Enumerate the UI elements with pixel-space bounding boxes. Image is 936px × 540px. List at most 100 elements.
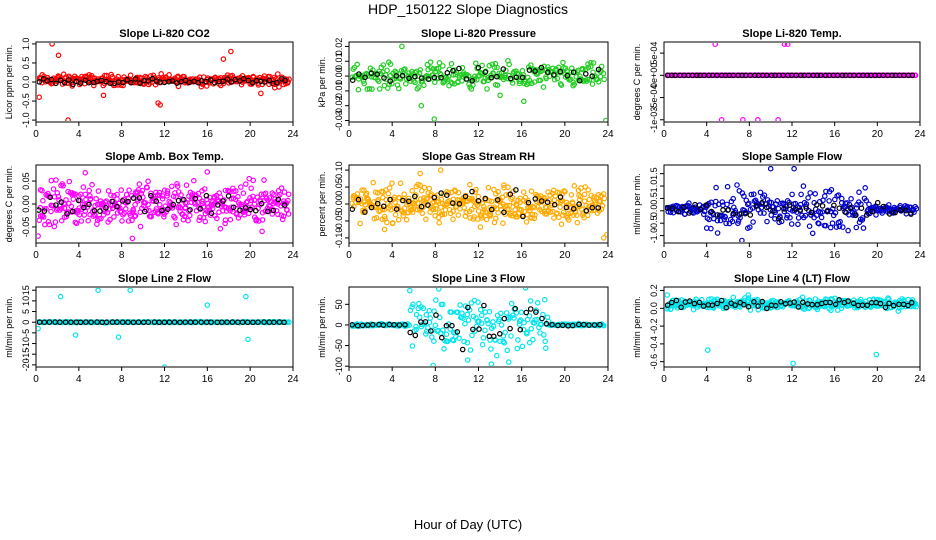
data-point bbox=[77, 319, 84, 326]
data-point bbox=[494, 82, 501, 89]
x-tick-label: 24 bbox=[287, 250, 299, 261]
data-point bbox=[86, 187, 93, 194]
data-point bbox=[494, 73, 500, 80]
y-tick-label: -0.6 bbox=[649, 354, 659, 370]
y-axis-label: ml/min per min. bbox=[317, 296, 327, 358]
data-point bbox=[436, 59, 443, 66]
data-point bbox=[722, 214, 729, 220]
data-point bbox=[387, 196, 393, 203]
data-point bbox=[792, 200, 799, 207]
outlier-point bbox=[603, 117, 607, 121]
data-point bbox=[196, 217, 202, 224]
data-point bbox=[187, 207, 193, 213]
data-point bbox=[590, 60, 597, 66]
x-tick-label: 20 bbox=[559, 374, 571, 385]
data-point bbox=[484, 317, 490, 324]
data-point bbox=[369, 86, 375, 92]
data-point bbox=[803, 205, 810, 212]
y-tick-label: 1.0 bbox=[649, 180, 659, 193]
data-point bbox=[513, 202, 520, 209]
data-point bbox=[468, 206, 475, 213]
data-point bbox=[55, 193, 62, 200]
data-point bbox=[806, 223, 813, 230]
y-tick-label: 0.10 bbox=[334, 161, 344, 179]
outlier-point bbox=[417, 170, 424, 177]
data-point bbox=[366, 86, 373, 92]
data-point bbox=[501, 209, 507, 216]
data-point bbox=[166, 319, 173, 326]
series-hourly bbox=[37, 192, 288, 217]
data-point bbox=[439, 63, 446, 69]
data-point bbox=[909, 72, 916, 79]
data-point bbox=[838, 305, 845, 312]
data-point bbox=[570, 69, 577, 76]
data-point bbox=[125, 198, 131, 205]
data-point bbox=[432, 68, 439, 75]
data-points bbox=[37, 43, 292, 121]
data-point bbox=[417, 182, 423, 189]
x-tick-label: 0 bbox=[661, 129, 667, 140]
data-point bbox=[848, 196, 854, 202]
data-point bbox=[520, 189, 527, 195]
data-point bbox=[573, 212, 580, 219]
data-points bbox=[350, 167, 607, 241]
outlier-point bbox=[65, 117, 71, 121]
data-point bbox=[130, 206, 137, 213]
data-point bbox=[495, 189, 502, 195]
data-point bbox=[524, 211, 531, 218]
y-axis-label: Licor ppm per min. bbox=[4, 45, 14, 120]
data-point bbox=[115, 73, 122, 80]
data-point bbox=[798, 191, 804, 198]
panel-title: Slope Li-820 Pressure bbox=[421, 28, 536, 40]
data-point bbox=[169, 183, 175, 190]
data-point bbox=[476, 326, 482, 332]
data-point bbox=[506, 202, 513, 209]
outlier-point bbox=[755, 117, 761, 121]
data-point bbox=[128, 79, 134, 86]
y-tick-label: -0.02 bbox=[334, 95, 344, 116]
data-point bbox=[475, 299, 481, 305]
data-point bbox=[863, 197, 870, 204]
data-point bbox=[240, 190, 247, 197]
data-point bbox=[814, 72, 821, 79]
data-point bbox=[428, 328, 434, 334]
data-point bbox=[406, 75, 412, 82]
data-point bbox=[410, 301, 416, 308]
data-point bbox=[714, 212, 721, 218]
data-point bbox=[718, 297, 725, 304]
data-point bbox=[53, 207, 60, 213]
y-tick-label: -0.05 bbox=[334, 211, 344, 232]
data-point bbox=[463, 76, 470, 82]
data-point bbox=[97, 208, 103, 214]
data-point bbox=[438, 334, 445, 341]
data-point bbox=[534, 299, 541, 306]
data-point bbox=[560, 209, 567, 216]
panel-title: Slope Li-820 Temp. bbox=[742, 28, 841, 40]
x-tick-label: 12 bbox=[159, 374, 171, 385]
y-tick-label: -1.0 bbox=[649, 228, 659, 244]
y-tick-label: 5 bbox=[21, 309, 31, 314]
data-point bbox=[109, 198, 115, 205]
data-point bbox=[51, 223, 58, 230]
outlier-point bbox=[37, 94, 42, 100]
series-hourly bbox=[37, 75, 289, 88]
data-point bbox=[70, 81, 76, 88]
data-point bbox=[192, 195, 199, 202]
data-point bbox=[233, 188, 239, 194]
data-point bbox=[700, 211, 707, 218]
data-point bbox=[280, 213, 287, 220]
data-point bbox=[350, 206, 356, 212]
data-point bbox=[215, 202, 221, 208]
data-point bbox=[799, 299, 806, 306]
y-axis-label: degrees C per min. bbox=[632, 44, 642, 121]
data-point bbox=[235, 193, 241, 200]
data-point bbox=[440, 327, 446, 334]
data-point bbox=[63, 197, 69, 203]
data-point bbox=[540, 332, 547, 338]
data-point bbox=[512, 207, 518, 213]
data-point bbox=[822, 72, 829, 79]
x-tick-label: 20 bbox=[559, 250, 571, 261]
data-point bbox=[678, 72, 685, 79]
data-point bbox=[426, 307, 433, 314]
data-point bbox=[175, 197, 182, 204]
